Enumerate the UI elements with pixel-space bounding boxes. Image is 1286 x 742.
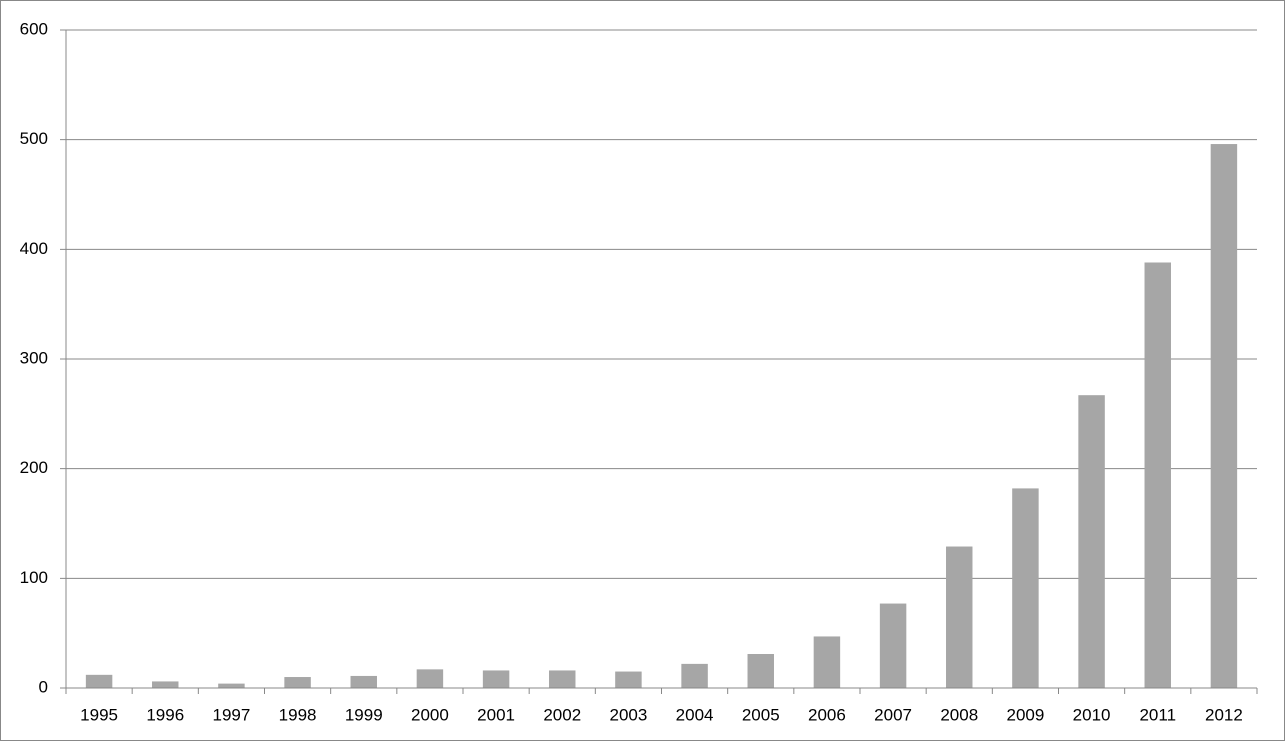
bar [284, 677, 311, 688]
x-tick-label: 2009 [1007, 705, 1045, 724]
x-tick-label: 1999 [345, 705, 383, 724]
bar [946, 546, 973, 688]
bar [879, 603, 907, 688]
bar [1144, 262, 1171, 688]
x-tick-label: 1997 [213, 705, 251, 724]
bar [152, 681, 179, 688]
x-tick-label: 2008 [940, 705, 978, 724]
y-tick-label: 500 [20, 129, 48, 148]
bar [615, 671, 642, 688]
y-tick-label: 100 [20, 568, 48, 587]
x-tick-label: 2001 [477, 705, 515, 724]
bar [681, 663, 708, 688]
x-tick-label: 2005 [742, 705, 780, 724]
y-tick-label: 300 [20, 348, 48, 367]
bar [747, 654, 774, 688]
bar [85, 674, 113, 688]
x-tick-label: 2000 [411, 705, 449, 724]
x-tick-label: 2011 [1139, 705, 1176, 724]
bar [416, 669, 444, 688]
x-tick-label: 2004 [676, 705, 714, 724]
bar [549, 670, 576, 688]
x-tick-label: 2002 [543, 705, 581, 724]
x-tick-label: 2007 [874, 705, 912, 724]
bar [813, 636, 841, 688]
x-tick-label: 1995 [80, 705, 118, 724]
x-tick-label: 2012 [1205, 705, 1243, 724]
bar [1012, 488, 1039, 688]
bar [1210, 144, 1238, 688]
y-tick-label: 600 [20, 19, 48, 38]
y-tick-label: 0 [39, 677, 48, 696]
bar [218, 683, 245, 688]
bar [350, 675, 377, 688]
x-tick-label: 1996 [146, 705, 184, 724]
y-tick-label: 400 [20, 239, 48, 258]
x-tick-label: 2010 [1073, 705, 1111, 724]
x-tick-label: 1998 [279, 705, 317, 724]
y-tick-label: 200 [20, 458, 48, 477]
x-tick-label: 2006 [808, 705, 846, 724]
x-tick-label: 2003 [610, 705, 648, 724]
bar [1078, 395, 1105, 688]
bar [482, 670, 510, 688]
